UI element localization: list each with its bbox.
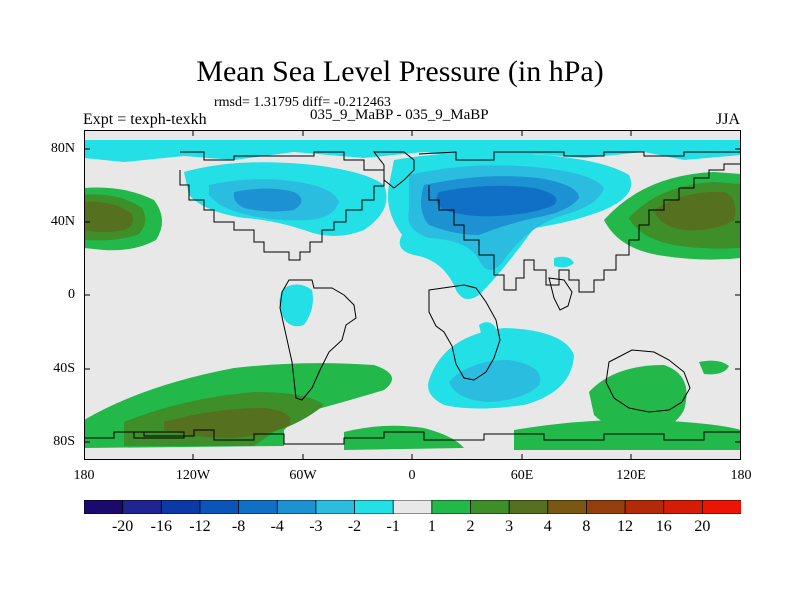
coast-australia <box>605 349 691 413</box>
colorbar-swatch-5 <box>276 500 317 514</box>
stats-label: rmsd= 1.31795 diff= -0.212463 <box>214 95 391 110</box>
colorbar-label-12: 8 <box>582 518 591 535</box>
lat-label-80s: 80S <box>53 434 75 449</box>
lon-label-120w: 120W <box>175 468 211 483</box>
colorbar <box>84 500 741 514</box>
colorbar-swatch-6 <box>315 500 356 514</box>
colorbar-swatch-11 <box>508 500 549 514</box>
lon-label-0: 0 <box>408 468 416 483</box>
colorbar-label-8: 1 <box>427 518 436 535</box>
lat-label-40n: 40N <box>50 214 75 229</box>
colorbar-swatch-13 <box>586 500 626 514</box>
coast-greenland <box>372 151 415 189</box>
colorbar-swatch-0 <box>84 500 124 514</box>
lon-label-180w: 180 <box>73 468 95 483</box>
southern-ocean-high-east <box>514 419 741 450</box>
colorbar-swatch-4 <box>238 500 279 514</box>
colorbar-swatch-2 <box>160 500 201 514</box>
colorbar-swatch-14 <box>624 500 665 514</box>
lon-label-60e: 60E <box>510 468 534 483</box>
experiment-label: Expt = texph-texkh <box>83 111 207 128</box>
map-ticks <box>84 130 741 460</box>
colorbar-label-5: -3 <box>309 518 323 535</box>
colorbar-label-10: 3 <box>505 518 514 535</box>
lat-label-80n: 80N <box>50 141 75 156</box>
asia-low-patch <box>554 256 574 268</box>
north-pacific-high-west-inner <box>84 201 133 232</box>
colorbar-label-7: -1 <box>386 518 400 535</box>
south-america-north-low <box>279 284 313 327</box>
colorbar-label-3: -8 <box>231 518 246 535</box>
north-america-low-inner <box>233 188 302 212</box>
colorbar-label-1: -16 <box>150 518 172 535</box>
coast-antarctica <box>84 429 741 445</box>
colorbar-swatch-3 <box>199 500 240 514</box>
north-pacific-high-east-inner <box>654 191 736 231</box>
lon-label-180e: 180 <box>730 468 752 483</box>
colorbar-label-2: -12 <box>189 518 211 535</box>
colorbar-swatch-1 <box>122 500 163 514</box>
coast-antarctic-peninsula <box>133 431 185 439</box>
colorbar-swatch-7 <box>354 500 395 514</box>
colorbar-label-11: 4 <box>543 518 552 535</box>
colorbar-swatch-12 <box>547 500 588 514</box>
colorbar-swatch-15 <box>663 500 704 514</box>
australia-high <box>589 365 687 432</box>
south-atlantic-high <box>344 425 464 450</box>
coast-africa <box>428 284 501 381</box>
colorbar-label-13: 12 <box>617 518 634 535</box>
colorbar-label-14: 16 <box>655 518 672 535</box>
coast-north-america <box>179 151 385 261</box>
lat-label-0: 0 <box>68 287 75 302</box>
eurasia-low-core <box>436 185 557 217</box>
runs-label: 035_9_MaBP - 035_9_MaBP <box>310 107 489 123</box>
colorbar-swatch-10 <box>470 500 511 514</box>
coast-south-america <box>279 279 357 401</box>
colorbar-swatch-8 <box>392 500 433 514</box>
colorbar-label-6: -2 <box>347 518 362 535</box>
colorbar-swatch-16 <box>701 500 741 514</box>
coast-india <box>548 277 573 311</box>
colorbar-label-9: 2 <box>466 518 475 535</box>
colorbar-label-0: -20 <box>111 518 134 535</box>
indian-ocean-low-core <box>449 360 541 402</box>
chart-title: Mean Sea Level Pressure (in hPa) <box>196 55 604 88</box>
coastlines <box>84 151 741 445</box>
colorbar-label-4: -4 <box>270 518 284 535</box>
colorbar-swatch-9 <box>431 500 472 514</box>
coast-eurasia <box>418 151 741 293</box>
lon-label-120e: 120E <box>616 468 646 483</box>
colorbar-label-15: 20 <box>694 518 711 535</box>
lon-label-60w: 60W <box>289 468 317 483</box>
pressure-map <box>84 130 741 460</box>
season-label: JJA <box>716 111 741 128</box>
lat-label-40s: 40S <box>53 361 75 376</box>
australia-east-patch <box>699 360 729 375</box>
